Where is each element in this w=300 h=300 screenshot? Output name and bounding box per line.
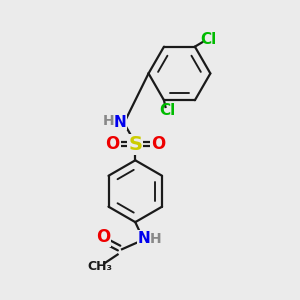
Text: O: O [151, 135, 165, 153]
Text: O: O [96, 228, 110, 246]
Text: S: S [128, 135, 142, 154]
Text: N: N [138, 231, 151, 246]
Text: Cl: Cl [159, 103, 175, 118]
Text: CH₃: CH₃ [87, 260, 112, 273]
Text: Cl: Cl [200, 32, 216, 47]
Text: N: N [114, 115, 126, 130]
Text: H: H [103, 114, 115, 128]
Text: O: O [106, 135, 120, 153]
Text: H: H [149, 232, 161, 246]
